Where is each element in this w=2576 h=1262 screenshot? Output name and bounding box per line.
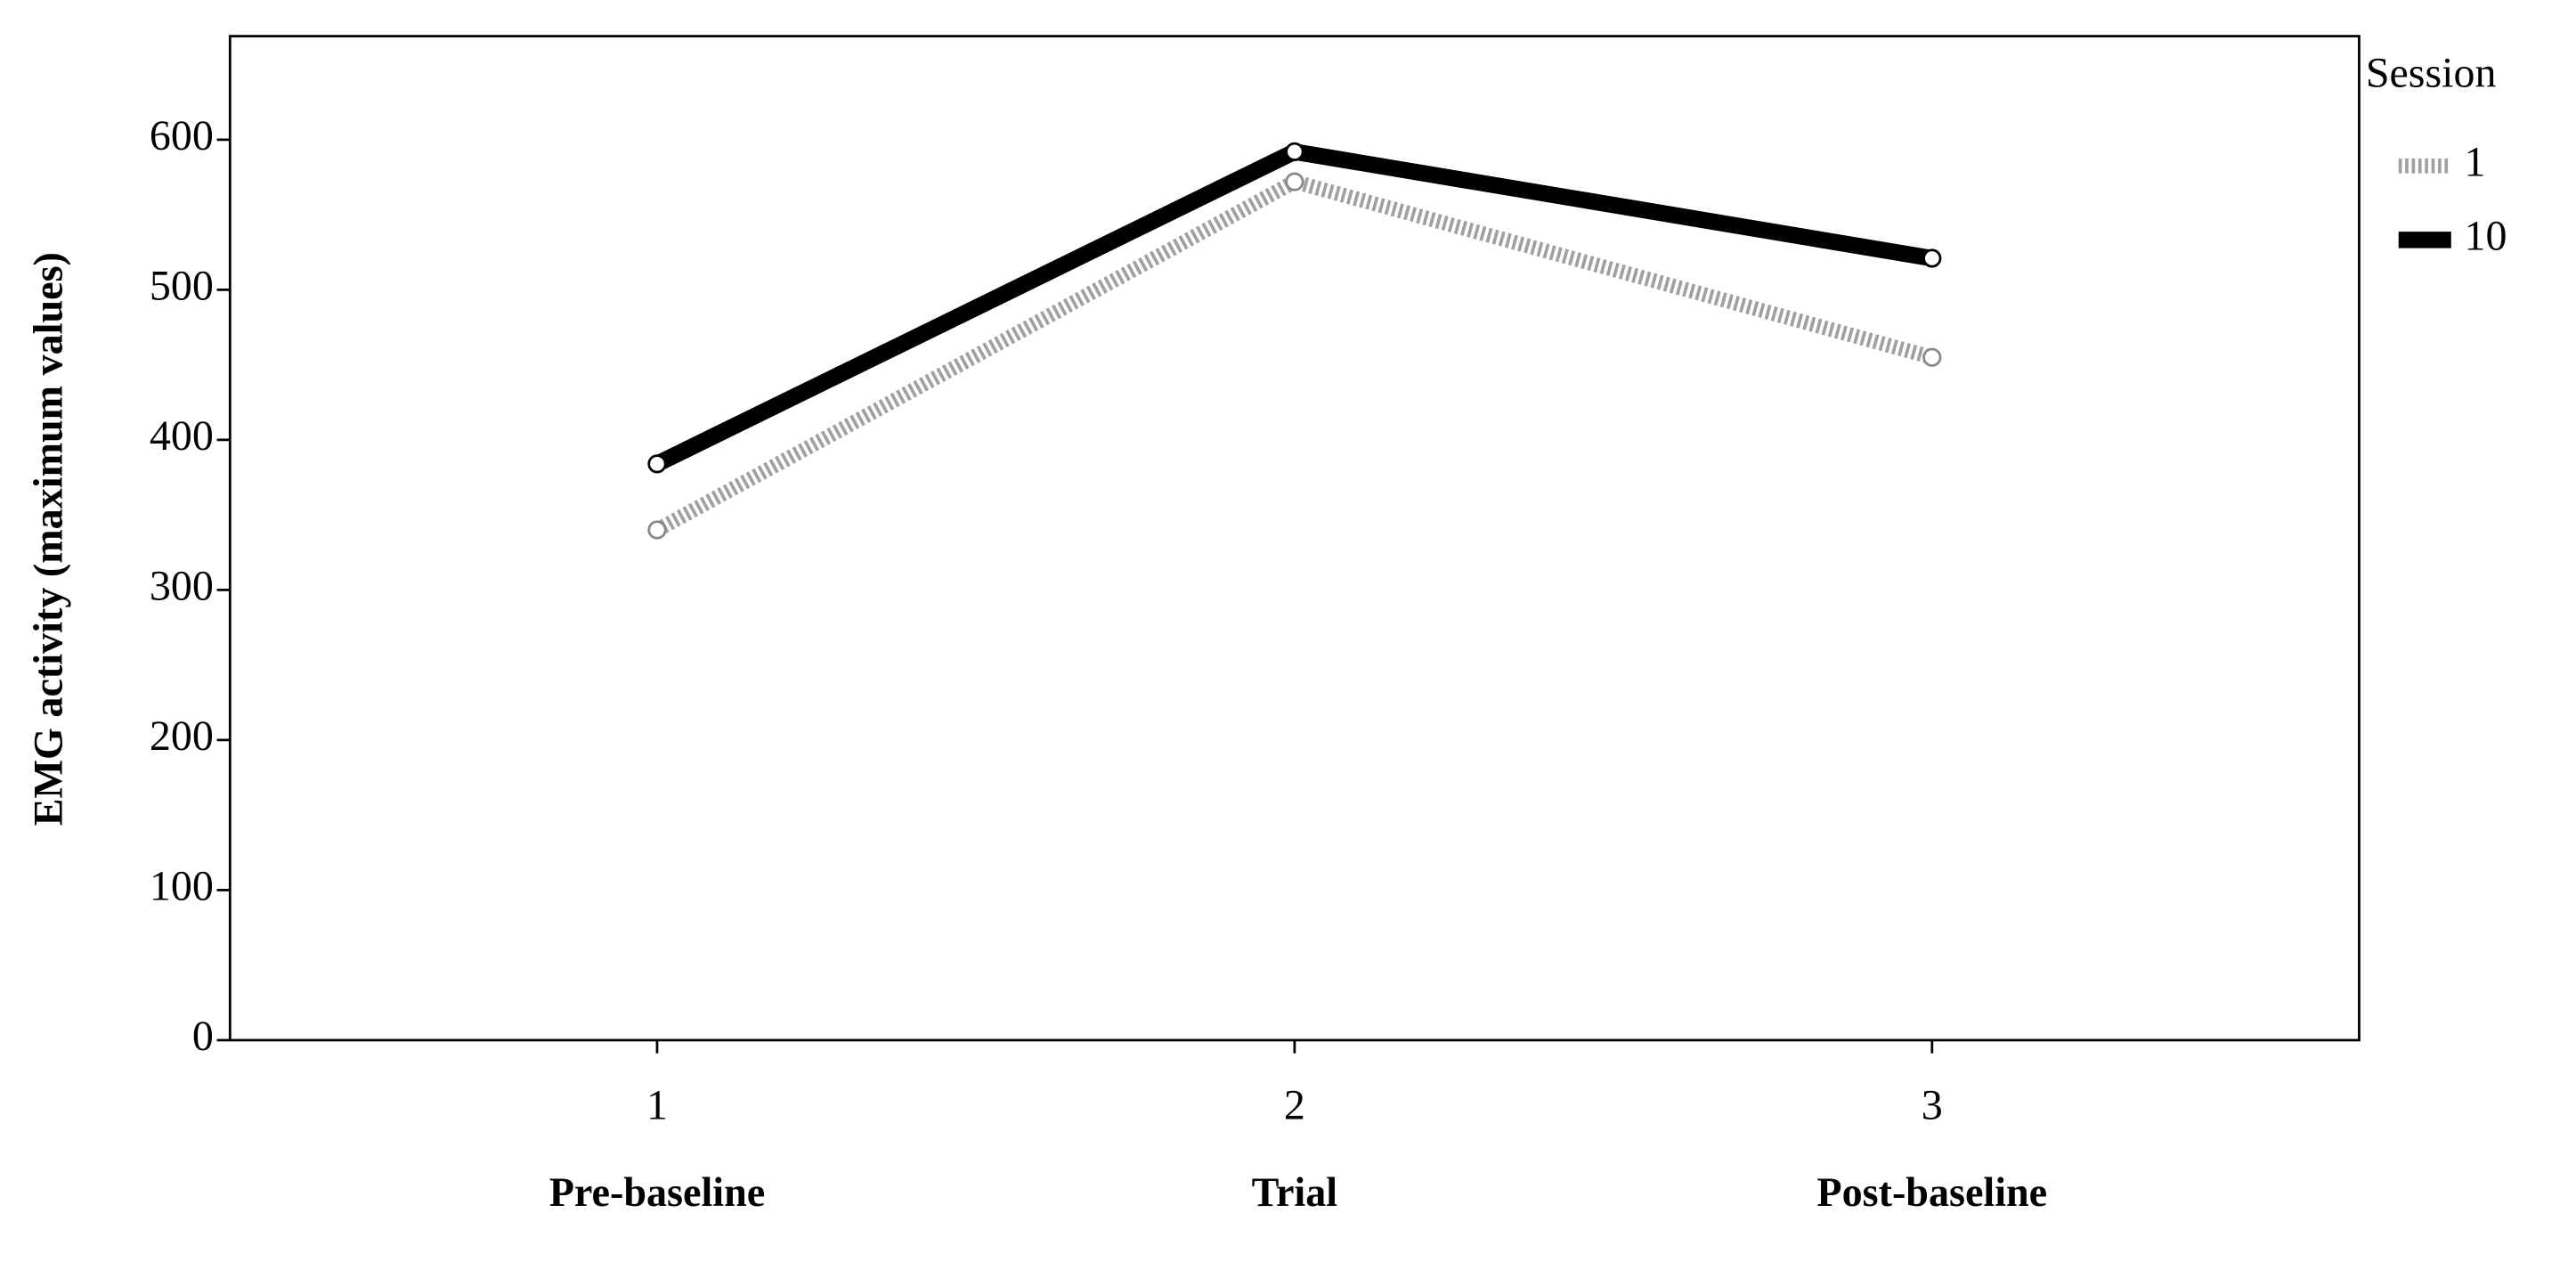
point-marker: [1922, 347, 1942, 367]
x-tick-label: 2: [1284, 1081, 1305, 1128]
category-label: Post-baseline: [1816, 1169, 2047, 1215]
y-tick-label: 500: [150, 262, 214, 309]
legend-label: 1: [2465, 138, 2486, 185]
category-label: Trial: [1252, 1169, 1338, 1215]
y-tick-label: 0: [192, 1013, 214, 1060]
y-tick-label: 600: [150, 112, 214, 159]
y-tick-label: 100: [150, 862, 214, 909]
point-marker: [647, 454, 667, 474]
point-marker: [647, 520, 667, 540]
x-tick-label: 3: [1922, 1081, 1943, 1128]
category-label: Pre-baseline: [549, 1169, 765, 1215]
point-marker: [1922, 248, 1942, 268]
y-tick-label: 300: [150, 562, 214, 609]
y-axis-label: EMG activity (maximum values): [26, 252, 71, 826]
y-tick-label: 200: [150, 712, 214, 760]
legend-title: Session: [2366, 50, 2497, 97]
point-marker: [1285, 142, 1304, 161]
point-marker: [1285, 172, 1304, 191]
x-tick-label: 1: [646, 1081, 668, 1128]
legend-label: 10: [2465, 212, 2507, 259]
y-tick-label: 400: [150, 412, 214, 460]
